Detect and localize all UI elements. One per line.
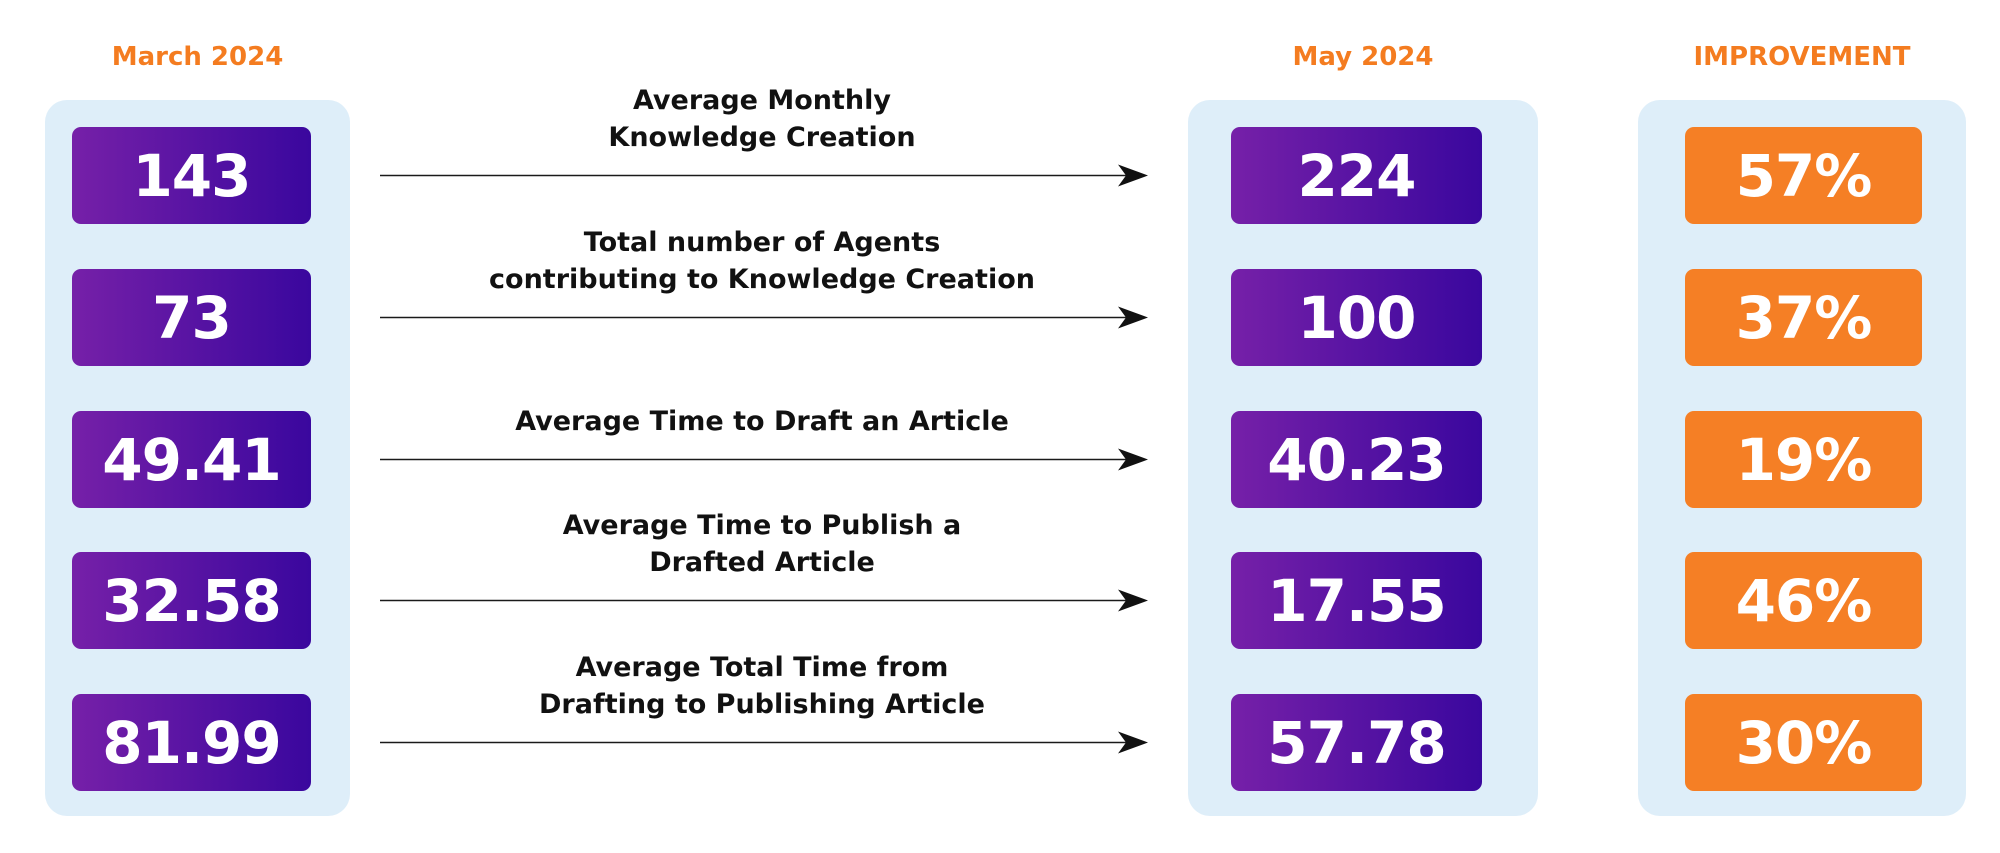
before-value-box: 73: [72, 269, 311, 366]
before-value-box: 32.58: [72, 552, 311, 649]
improvement-value-box: 57%: [1685, 127, 1922, 224]
metric-label: Total number of Agents contributing to Kn…: [378, 224, 1146, 298]
metric-label: Average Total Time from Drafting to Publi…: [378, 649, 1146, 723]
metric-label-line: Drafting to Publishing Article: [539, 688, 985, 720]
after-value-box: 57.78: [1231, 694, 1482, 791]
metric-label: Average Time to Publish a Drafted Article: [378, 507, 1146, 581]
metric-label-line: Average Time to Publish a: [562, 509, 962, 541]
improvement-value-box: 37%: [1685, 269, 1922, 366]
after-value-box: 40.23: [1231, 411, 1482, 508]
header-may-2024: May 2024: [1292, 42, 1434, 72]
metric-label-line: Average Total Time from: [575, 651, 949, 683]
metric-label-line: Average Monthly: [632, 84, 892, 116]
arrow-head-icon: [1118, 589, 1148, 612]
metric-label: Average Monthly Knowledge Creation: [378, 82, 1146, 156]
before-value-box: 49.41: [72, 411, 311, 508]
improvement-value-box: 19%: [1685, 411, 1922, 508]
march-panel: 143 73 49.41 32.58 81.99: [45, 100, 350, 816]
metric-label: Average Time to Draft an Article: [378, 403, 1146, 440]
arrow-head-icon: [1118, 306, 1148, 329]
arrow-head-icon: [1118, 731, 1148, 754]
improvement-panel: 57% 37% 19% 46% 30%: [1638, 100, 1966, 816]
improvement-value-box: 30%: [1685, 694, 1922, 791]
metric-label-line: Drafted Article: [649, 546, 875, 578]
metric-label-line: contributing to Knowledge Creation: [489, 263, 1035, 295]
metric-label-line: Average Time to Draft an Article: [515, 405, 1009, 437]
arrow-head-icon: [1118, 448, 1148, 471]
header-march-2024: March 2024: [111, 42, 284, 72]
metric-label-line: Knowledge Creation: [608, 121, 916, 153]
after-value-box: 17.55: [1231, 552, 1482, 649]
metric-label-line: Total number of Agents: [583, 226, 941, 258]
before-value-box: 143: [72, 127, 311, 224]
arrow-head-icon: [1118, 164, 1148, 187]
after-value-box: 100: [1231, 269, 1482, 366]
after-value-box: 224: [1231, 127, 1482, 224]
header-improvement: IMPROVEMENT: [1693, 42, 1911, 72]
before-value-box: 81.99: [72, 694, 311, 791]
improvement-value-box: 46%: [1685, 552, 1922, 649]
may-panel: 224 100 40.23 17.55 57.78: [1188, 100, 1538, 816]
